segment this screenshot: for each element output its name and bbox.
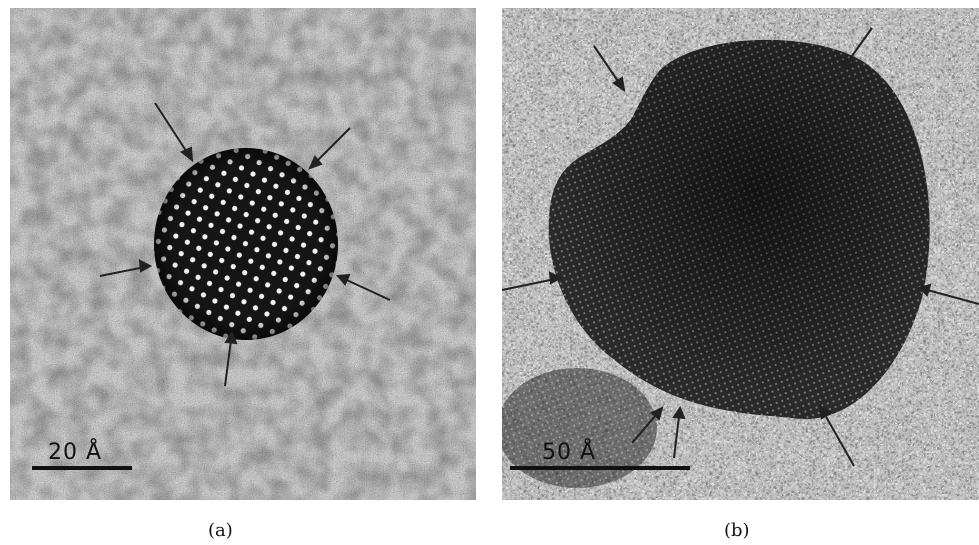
secondary-particle-b — [502, 368, 657, 488]
scale-bar-label-a: 20 Å — [48, 440, 103, 465]
micrograph-panel-b: 50 Å — [502, 8, 979, 500]
micrograph-image-b — [502, 8, 979, 500]
micrograph-panel-a: 20 Å — [10, 8, 476, 500]
scale-bar-a — [32, 466, 132, 470]
panel-caption-b: (b) — [724, 520, 750, 541]
panel-caption-a: (a) — [208, 520, 233, 541]
scale-bar-b — [510, 466, 690, 470]
micrograph-image-a — [10, 8, 476, 500]
arrow-markers-a — [99, 102, 391, 387]
arrow-markers-b — [502, 27, 979, 467]
scale-bar-label-b: 50 Å — [542, 440, 597, 465]
